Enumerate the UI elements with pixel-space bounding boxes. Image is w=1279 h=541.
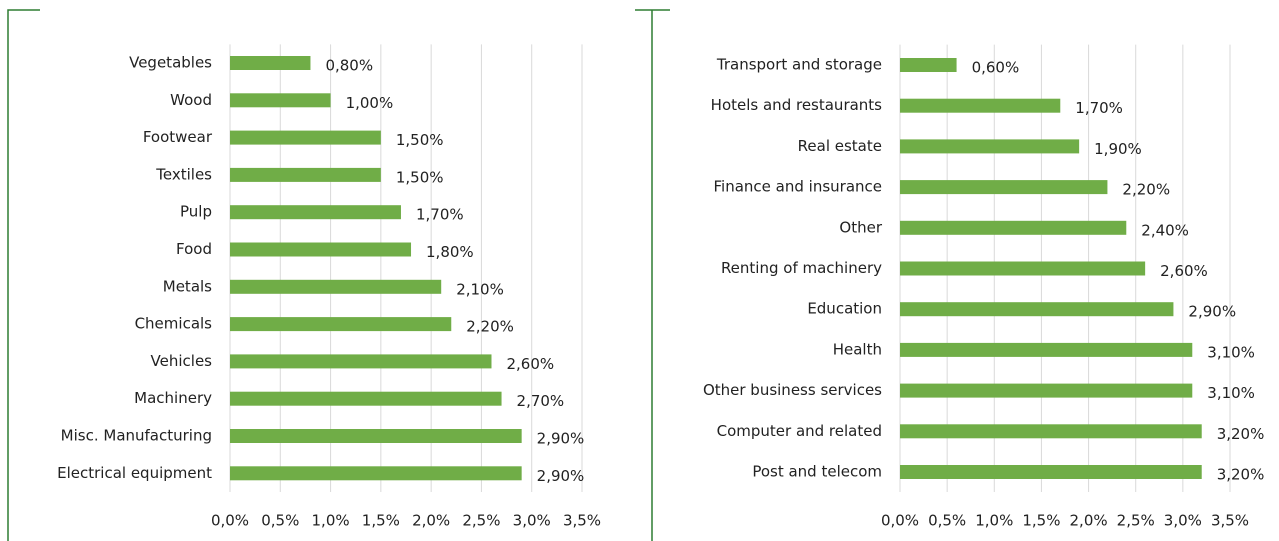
- y-tick-label: Health: [833, 340, 882, 358]
- y-tick-label: Renting of machinery: [721, 259, 882, 277]
- data-label: 3,10%: [1207, 343, 1255, 361]
- x-tick-label: 1,5%: [362, 512, 400, 530]
- data-label: 3,20%: [1217, 425, 1265, 443]
- x-tick-label: 3,5%: [1211, 512, 1249, 530]
- data-label: 2,90%: [1188, 303, 1236, 321]
- y-tick-label: Other: [839, 218, 882, 236]
- data-label: 2,70%: [517, 392, 565, 410]
- x-tick-label: 3,0%: [513, 512, 551, 530]
- data-label: 2,40%: [1141, 221, 1189, 239]
- bar: [230, 130, 381, 145]
- y-tick-label: Finance and insurance: [714, 178, 882, 196]
- bar: [230, 93, 331, 108]
- bar: [900, 424, 1202, 439]
- bar: [230, 56, 311, 70]
- y-tick-label: Hotels and restaurants: [711, 96, 883, 114]
- data-label: 1,80%: [426, 243, 474, 261]
- bar: [900, 342, 1193, 357]
- y-tick-label: Metals: [163, 277, 212, 295]
- panel-frame: [635, 9, 670, 541]
- x-tick-label: 0,0%: [211, 512, 249, 530]
- x-tick-label: 2,5%: [1117, 512, 1155, 530]
- data-label: 2,10%: [456, 280, 504, 298]
- bar: [230, 242, 412, 257]
- bar: [900, 98, 1061, 113]
- bar: [900, 58, 957, 72]
- bar: [230, 167, 381, 182]
- y-tick-label: Other business services: [703, 381, 882, 399]
- x-tick-label: 3,0%: [1164, 512, 1202, 530]
- x-tick-label: 0,5%: [928, 512, 966, 530]
- bar: [230, 354, 492, 369]
- bar: [230, 205, 401, 220]
- data-label: 2,20%: [1122, 181, 1170, 199]
- data-label: 2,60%: [506, 355, 554, 373]
- data-label: 1,00%: [346, 94, 394, 112]
- y-tick-label: Computer and related: [717, 422, 882, 440]
- bar: [230, 279, 442, 294]
- y-tick-label: Vehicles: [151, 352, 213, 370]
- y-tick-label: Misc. Manufacturing: [61, 427, 212, 445]
- y-tick-label: Post and telecom: [752, 463, 882, 481]
- y-tick-label: Footwear: [143, 128, 213, 146]
- bar: [230, 429, 522, 443]
- bar: [900, 139, 1080, 154]
- data-label: 1,70%: [1075, 99, 1123, 117]
- data-label: 1,50%: [396, 168, 444, 186]
- y-tick-label: Textiles: [155, 165, 212, 183]
- y-tick-label: Real estate: [798, 137, 882, 155]
- bar: [900, 465, 1202, 479]
- y-tick-label: Education: [807, 300, 882, 318]
- y-tick-label: Pulp: [180, 203, 212, 221]
- bar: [900, 383, 1193, 398]
- x-tick-label: 1,0%: [975, 512, 1013, 530]
- data-label: 0,60%: [972, 59, 1020, 77]
- bar: [900, 180, 1108, 195]
- y-tick-label: Transport and storage: [716, 56, 882, 74]
- data-label: 2,90%: [537, 467, 585, 485]
- bar: [900, 220, 1127, 235]
- x-tick-label: 0,0%: [881, 512, 919, 530]
- data-label: 1,90%: [1094, 140, 1142, 158]
- data-label: 1,50%: [396, 131, 444, 149]
- y-tick-label: Machinery: [134, 389, 212, 407]
- bar: [900, 302, 1174, 317]
- x-tick-label: 1,5%: [1022, 512, 1060, 530]
- x-tick-label: 1,0%: [312, 512, 350, 530]
- data-label: 0,80%: [325, 57, 373, 75]
- data-label: 3,10%: [1207, 384, 1255, 402]
- bar: [230, 466, 522, 481]
- x-tick-label: 2,0%: [1070, 512, 1108, 530]
- panel-frame: [7, 9, 40, 541]
- bar: [230, 391, 502, 406]
- data-label: 1,70%: [416, 206, 464, 224]
- y-tick-label: Food: [176, 240, 212, 258]
- x-tick-label: 2,0%: [412, 512, 450, 530]
- data-label: 2,20%: [466, 318, 514, 336]
- data-label: 2,90%: [537, 430, 585, 448]
- data-label: 3,20%: [1217, 466, 1265, 484]
- x-tick-label: 0,5%: [261, 512, 299, 530]
- x-tick-label: 2,5%: [462, 512, 500, 530]
- x-tick-label: 3,5%: [563, 512, 601, 530]
- y-tick-label: Vegetables: [129, 54, 212, 72]
- y-tick-label: Chemicals: [135, 315, 213, 333]
- y-tick-label: Electrical equipment: [57, 464, 212, 482]
- data-label: 2,60%: [1160, 262, 1208, 280]
- y-tick-label: Wood: [170, 91, 212, 109]
- bar: [900, 261, 1146, 276]
- bar: [230, 317, 452, 332]
